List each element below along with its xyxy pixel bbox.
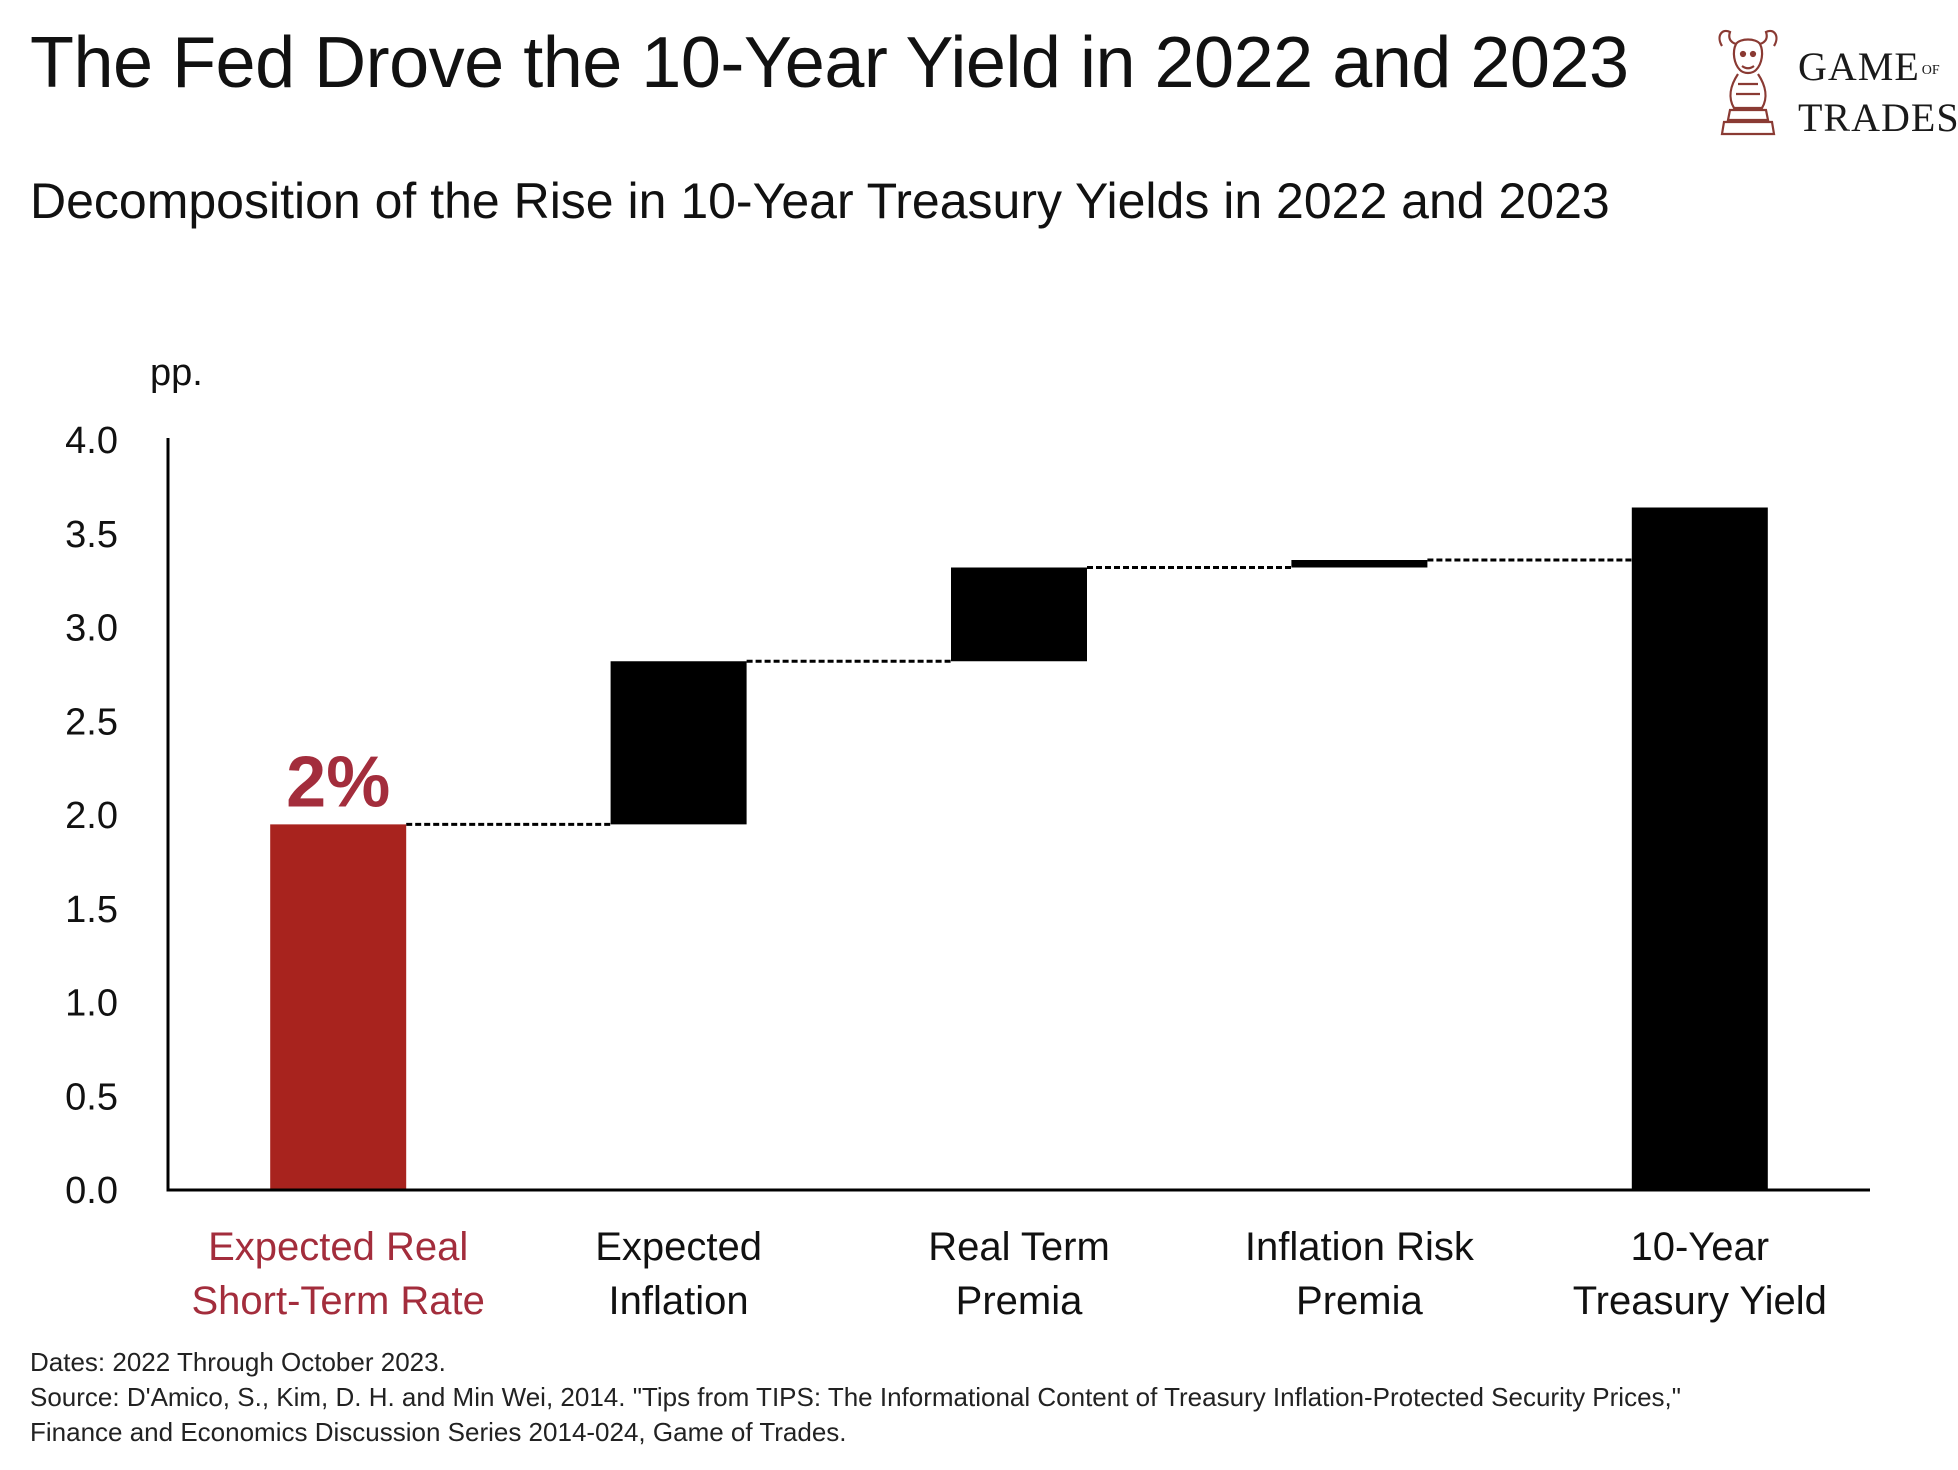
bar-3 (1291, 560, 1428, 568)
chart-bars (270, 507, 1768, 1190)
chart-subtitle: Decomposition of the Rise in 10-Year Tre… (30, 173, 1610, 229)
footnote-dates: Dates: 2022 Through October 2023. (30, 1347, 446, 1377)
connector-lines (406, 558, 1632, 826)
bar-annotation-label: 2% (286, 742, 390, 822)
x-category-label: Short-Term Rate (191, 1279, 484, 1323)
footnotes: Dates: 2022 Through October 2023. Source… (30, 1345, 1681, 1450)
logo-line2: TRADES (1798, 95, 1958, 140)
y-tick-label: 1.0 (65, 983, 118, 1025)
x-axis-labels: Expected Real Short-Term Rate Expected Infl… (191, 1225, 1826, 1323)
x-category-label: Expected Real (208, 1225, 468, 1269)
y-tick-label: 3.0 (65, 608, 118, 650)
waterfall-chart: 0.0 0.5 1.0 1.5 2.0 2.5 3.0 3.5 4.0 Expected Rea… (0, 340, 1958, 1340)
bar-0 (270, 824, 407, 1190)
logo-line1-small: OF (1921, 62, 1940, 78)
y-tick-label: 3.5 (65, 514, 118, 556)
chart-title: The Fed Drove the 10-Year Yield in 2022 … (30, 23, 1629, 103)
y-tick-label: 0.0 (65, 1170, 118, 1212)
y-axis-ticks: 0.0 0.5 1.0 1.5 2.0 2.5 3.0 3.5 4.0 (65, 420, 118, 1212)
y-tick-label: 2.5 (65, 701, 118, 743)
x-category-label: Real Term (928, 1225, 1110, 1269)
bar-1 (610, 661, 747, 825)
x-category-label: 10-Year (1630, 1225, 1769, 1269)
y-tick-label: 0.5 (65, 1076, 118, 1118)
y-tick-label: 4.0 (65, 420, 118, 462)
y-tick-label: 2.0 (65, 795, 118, 837)
x-category-label: Premia (956, 1279, 1083, 1323)
x-category-label: Inflation (609, 1279, 749, 1323)
x-category-label: Premia (1296, 1279, 1423, 1323)
bar-2 (951, 567, 1087, 662)
y-tick-label: 1.5 (65, 889, 118, 931)
footnote-source-line1: Source: D'Amico, S., Kim, D. H. and Min … (30, 1382, 1681, 1412)
x-category-label: Treasury Yield (1573, 1279, 1827, 1323)
logo-wordmark: GAME OF TRADES (1798, 46, 1958, 148)
bar-4 (1631, 507, 1768, 1190)
logo-line1: GAME (1798, 44, 1920, 89)
x-category-label: Expected (595, 1225, 762, 1269)
game-of-trades-logo: GAME OF TRADES (1708, 22, 1958, 147)
bull-chess-knight-icon (1718, 29, 1778, 136)
y-axis-unit-label: pp. (150, 352, 203, 394)
x-category-label: Inflation Risk (1245, 1225, 1475, 1269)
chart-svg: 0.0 0.5 1.0 1.5 2.0 2.5 3.0 3.5 4.0 Expected Rea… (65, 352, 1870, 1323)
footnote-source-line2: Finance and Economics Discussion Series … (30, 1417, 847, 1447)
